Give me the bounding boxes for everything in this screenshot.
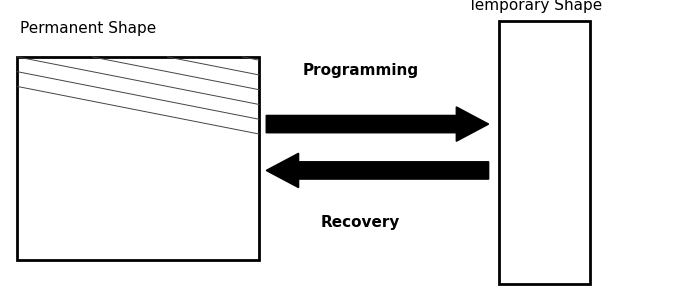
Bar [499, 21, 590, 284]
Text: Recovery: Recovery [321, 215, 400, 230]
FancyArrow shape [266, 107, 489, 141]
Text: Programming: Programming [303, 63, 419, 78]
Text: Permanent Shape: Permanent Shape [20, 21, 156, 36]
FancyArrow shape [266, 153, 489, 188]
Text: Temporary Shape: Temporary Shape [468, 0, 603, 13]
Bar [17, 57, 259, 260]
